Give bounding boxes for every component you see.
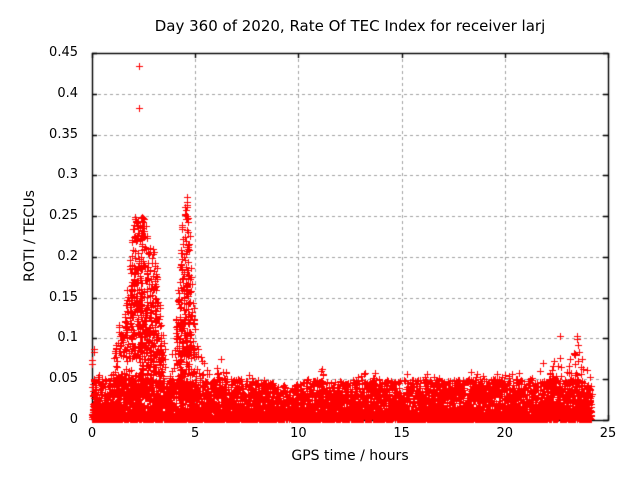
x-tick-label: 10 [290,426,307,441]
chart-title: Day 360 of 2020, Rate Of TEC Index for r… [154,17,546,35]
y-axis-label: ROTI / TECUs [22,190,38,282]
x-tick-label: 25 [599,426,617,441]
y-tick-label: 0.35 [49,126,78,142]
x-tick-label: 5 [191,426,200,441]
y-tick-label: 0.1 [57,330,78,346]
y-tick-label: 0.2 [57,248,78,264]
x-tick-label: 15 [393,426,410,441]
y-tick-label: 0 [69,412,78,427]
y-tick-label: 0.45 [49,45,78,60]
y-tick-label: 0.15 [49,289,78,305]
y-tick-label: 0.4 [57,85,78,101]
y-tick-label: 0.05 [49,371,78,387]
y-tick-label: 0.25 [49,208,78,224]
y-tick-label: 0.3 [57,167,78,183]
x-tick-label: 0 [87,426,97,441]
x-tick-label: 20 [496,426,514,441]
x-axis-label: GPS time / hours [291,448,409,464]
